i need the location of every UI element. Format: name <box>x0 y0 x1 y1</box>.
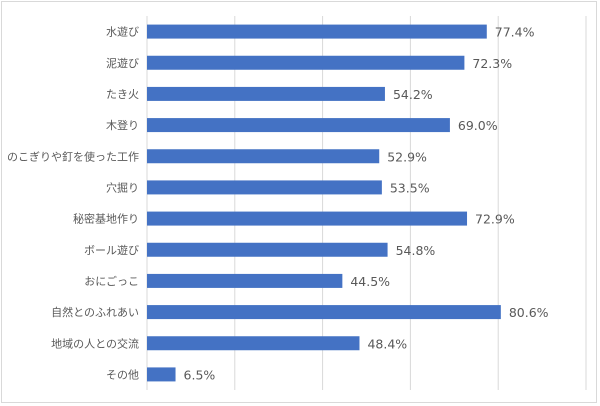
category-label: 秘密基地作り <box>73 212 139 226</box>
data-label: 6.5% <box>184 367 216 382</box>
bar <box>147 336 360 351</box>
category-label: 自然とのふれあい <box>51 305 139 319</box>
bar <box>147 118 450 133</box>
category-label: ボール遊び <box>84 243 139 257</box>
bar <box>147 367 176 382</box>
data-label: 80.6% <box>509 305 549 320</box>
data-label: 48.4% <box>367 336 407 351</box>
data-label: 44.5% <box>350 274 390 289</box>
data-label: 69.0% <box>458 118 498 133</box>
data-label: 54.2% <box>393 87 433 102</box>
category-label: 水遊び <box>106 25 139 39</box>
bar <box>147 149 380 164</box>
category-label: たき火 <box>106 88 139 101</box>
bar <box>147 211 468 226</box>
bar <box>147 180 382 195</box>
data-label: 72.3% <box>472 56 512 71</box>
bar <box>147 242 388 257</box>
bar <box>147 86 385 101</box>
bar <box>147 305 501 320</box>
data-label: 77.4% <box>495 25 535 40</box>
bar <box>147 273 343 288</box>
bar <box>147 55 465 70</box>
category-label: 泥遊び <box>106 56 139 70</box>
category-label: 木登り <box>106 118 139 132</box>
data-label: 53.5% <box>390 180 430 195</box>
data-label: 52.9% <box>387 149 427 164</box>
category-label: その他 <box>106 368 139 381</box>
data-label: 54.8% <box>396 243 436 258</box>
data-label: 72.9% <box>475 212 515 227</box>
category-label: 穴掘り <box>106 180 139 194</box>
category-label: おにごっこ <box>84 274 139 288</box>
bar <box>147 24 487 39</box>
category-label: のこぎりや釘を使った工作 <box>7 149 139 163</box>
category-label: 地域の人との交流 <box>51 336 139 350</box>
